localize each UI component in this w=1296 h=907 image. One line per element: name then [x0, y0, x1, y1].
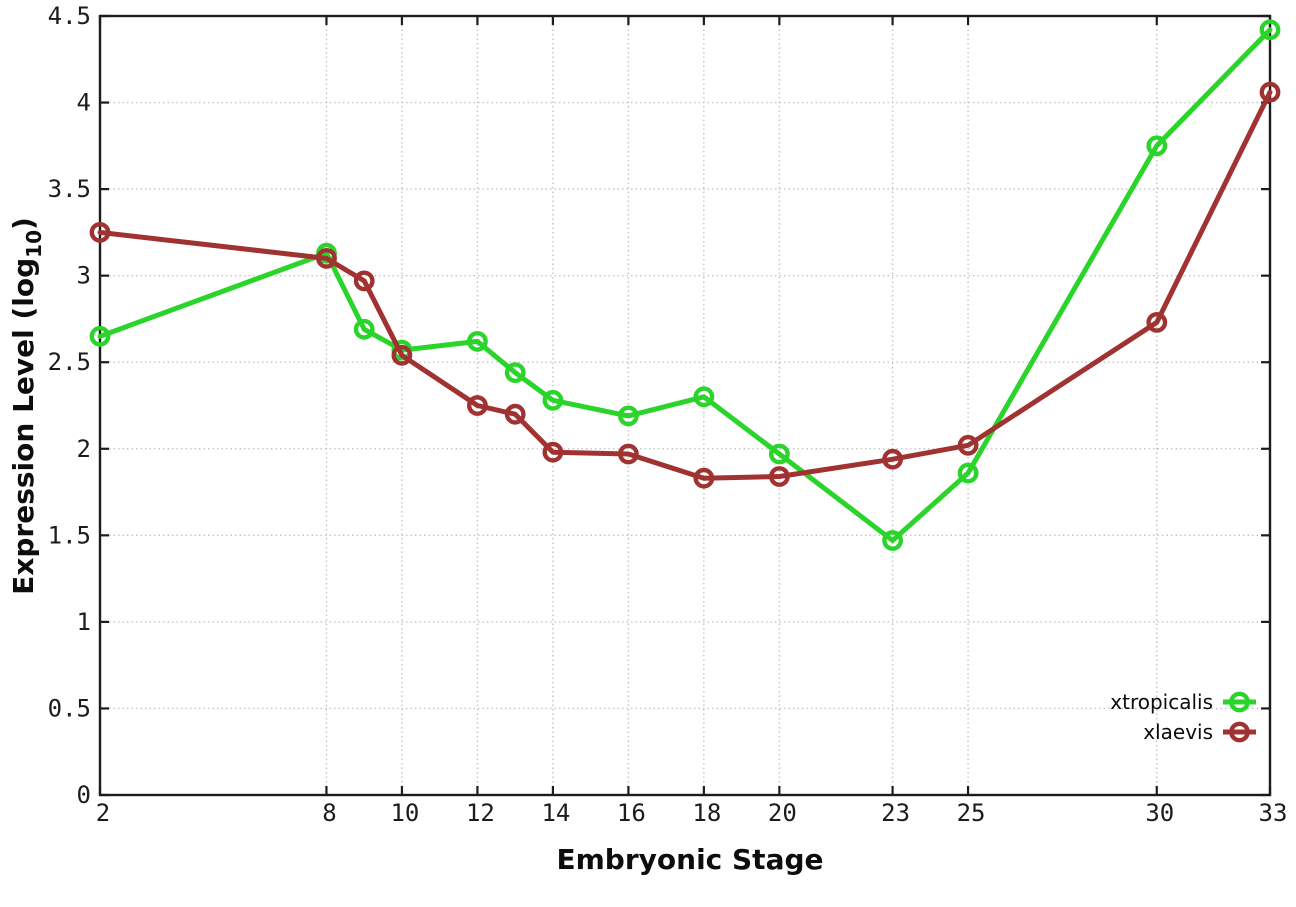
data-point-xtropicalis	[542, 389, 564, 411]
x-tick-label: 20	[768, 799, 797, 827]
data-point-xlaevis	[957, 434, 979, 456]
y-axis-title-suffix: )	[7, 217, 40, 230]
x-axis-title: Embryonic Stage	[557, 843, 824, 876]
data-point-xlaevis	[1146, 311, 1168, 333]
y-axis-title-main: Expression Level (log	[7, 258, 40, 595]
y-tick-label: 4	[77, 89, 91, 117]
x-tick-label: 25	[957, 799, 986, 827]
data-point-xtropicalis	[466, 330, 488, 352]
data-point-xtropicalis	[89, 325, 111, 347]
data-point-xlaevis	[316, 247, 337, 269]
data-point-xlaevis	[542, 441, 564, 463]
data-point-xtropicalis	[957, 462, 979, 484]
axis-ticks	[98, 14, 1272, 797]
data-point-xtropicalis	[504, 362, 526, 383]
data-point-xlaevis	[466, 395, 488, 416]
data-point-xlaevis	[1259, 81, 1281, 103]
gridlines	[100, 16, 1270, 795]
y-tick-label: 3	[77, 262, 91, 290]
data-point-xlaevis	[882, 448, 903, 470]
series-layer	[89, 19, 1281, 551]
x-tick-label: 33	[1259, 799, 1288, 827]
tick-labels: 2 8 10 12 14 16 18 20 23 25 30 33 0 0.5 1 1.5 2 2.5 3 3.5 4 4…	[48, 2, 1288, 827]
data-point-xtropicalis	[353, 318, 375, 340]
y-axis-title: Expression Level (log10)	[7, 217, 46, 595]
data-point-xlaevis	[353, 270, 375, 292]
data-point-xlaevis	[769, 466, 790, 487]
x-tick-label: 2	[96, 799, 110, 827]
legend-label-xlaevis: xlaevis	[1143, 720, 1213, 744]
data-point-xtropicalis	[769, 443, 790, 465]
data-point-xtropicalis	[693, 386, 715, 408]
y-axis-title-subscript: 10	[22, 230, 46, 258]
x-tick-label: 16	[617, 799, 646, 827]
data-point-xlaevis	[693, 467, 715, 489]
y-tick-label: 4.5	[48, 2, 91, 30]
legend: xtropicalis xlaevis	[1110, 690, 1256, 744]
x-tick-label: 23	[881, 799, 910, 827]
x-tick-label: 12	[466, 799, 495, 827]
x-tick-label: 8	[322, 799, 336, 827]
data-point-xtropicalis	[882, 530, 903, 551]
data-point-xtropicalis	[1146, 135, 1168, 157]
y-tick-label: 1.5	[48, 521, 91, 549]
y-tick-label: 2.5	[48, 348, 91, 376]
data-point-xtropicalis	[1259, 19, 1281, 41]
x-tick-label: 14	[541, 799, 570, 827]
x-tick-label: 18	[692, 799, 721, 827]
data-point-xtropicalis	[618, 405, 639, 427]
y-tick-label: 1	[77, 608, 91, 636]
data-point-xlaevis	[391, 344, 413, 366]
legend-sample-marker-xtropicalis	[1229, 691, 1250, 713]
data-point-xlaevis	[618, 443, 639, 465]
x-tick-label: 10	[390, 799, 419, 827]
series-line-xtropicalis	[97, 27, 1273, 543]
plot-border	[98, 14, 1272, 797]
x-tick-label: 30	[1145, 799, 1174, 827]
data-point-xlaevis	[504, 403, 526, 425]
y-tick-label: 0	[77, 781, 91, 809]
data-point-xlaevis	[89, 221, 111, 243]
y-tick-label: 3.5	[48, 175, 91, 203]
series-line-xlaevis	[97, 89, 1273, 481]
legend-sample-marker-xlaevis	[1229, 721, 1250, 743]
legend-label-xtropicalis: xtropicalis	[1110, 690, 1213, 714]
y-tick-label: 0.5	[48, 694, 91, 722]
y-tick-label: 2	[77, 435, 91, 463]
